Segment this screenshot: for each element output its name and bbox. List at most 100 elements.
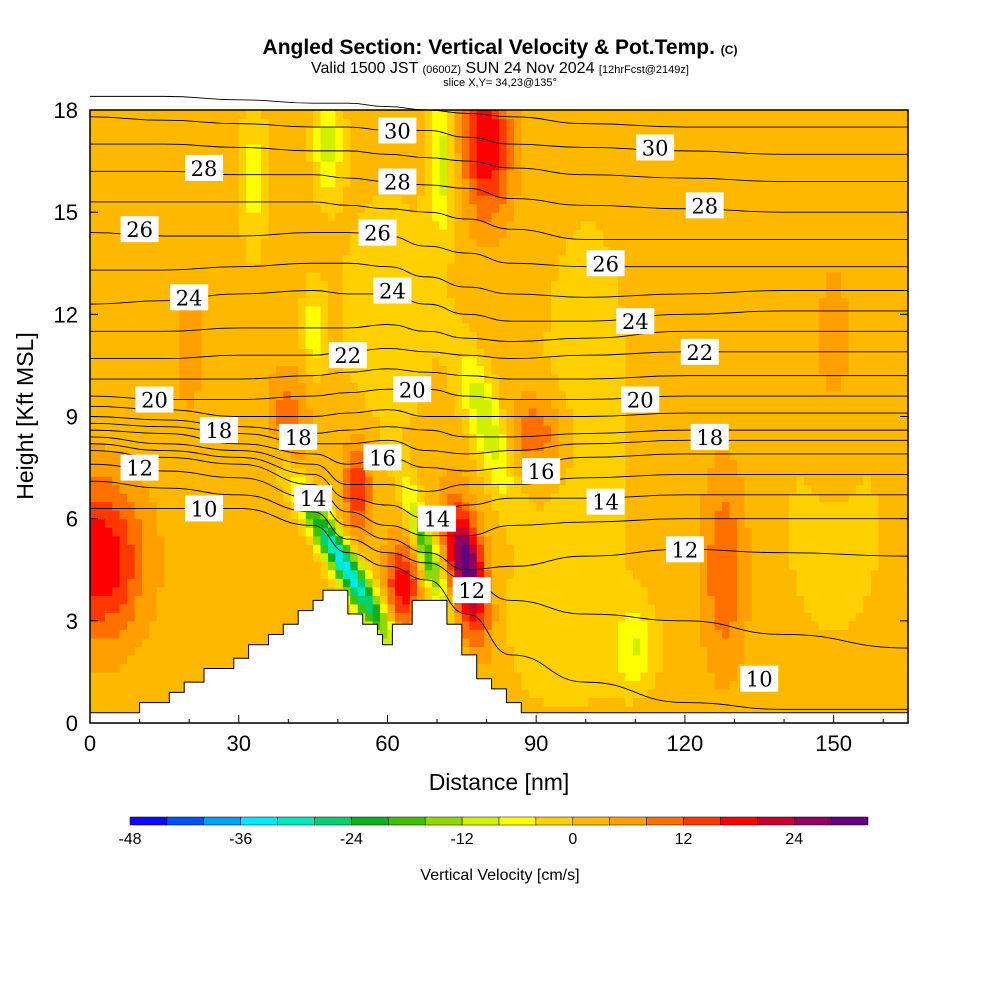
velocity-cell	[328, 578, 336, 588]
velocity-cell	[461, 391, 470, 401]
velocity-cell	[290, 169, 299, 179]
velocity-cell	[305, 110, 314, 120]
velocity-cell	[253, 169, 262, 179]
velocity-cell	[491, 203, 500, 213]
velocity-cell	[558, 578, 567, 588]
velocity-cell	[119, 671, 128, 681]
velocity-cell	[469, 527, 478, 537]
velocity-cell	[380, 586, 388, 596]
velocity-cell	[238, 442, 247, 452]
velocity-cell	[149, 442, 158, 452]
velocity-cell	[119, 510, 128, 520]
velocity-cell	[156, 552, 165, 562]
velocity-cell	[209, 339, 217, 349]
velocity-cell	[476, 467, 485, 477]
velocity-cell	[491, 288, 500, 298]
velocity-cell	[499, 382, 507, 392]
velocity-cell	[119, 203, 128, 213]
velocity-cell	[595, 365, 604, 375]
velocity-cell	[551, 135, 560, 145]
velocity-cell	[275, 127, 284, 137]
velocity-cell	[536, 450, 545, 460]
velocity-cell	[439, 527, 448, 537]
velocity-cell	[298, 450, 307, 460]
velocity-cell	[112, 688, 121, 698]
velocity-cell	[402, 144, 411, 154]
velocity-cell	[573, 237, 582, 247]
velocity-cell	[409, 518, 418, 528]
velocity-cell	[298, 271, 307, 281]
velocity-cell	[476, 552, 485, 562]
velocity-cell	[521, 314, 530, 324]
velocity-cell	[394, 510, 403, 520]
velocity-cell	[476, 654, 485, 664]
velocity-cell	[268, 297, 277, 307]
velocity-cell	[528, 408, 537, 418]
velocity-cell	[513, 178, 522, 188]
velocity-cell	[439, 399, 448, 409]
velocity-cell	[209, 178, 217, 188]
velocity-cell	[261, 620, 269, 630]
velocity-cell	[573, 629, 582, 639]
velocity-cell	[104, 578, 113, 588]
velocity-cell	[365, 433, 374, 443]
velocity-cell	[104, 314, 113, 324]
velocity-cell	[209, 356, 217, 366]
velocity-cell	[283, 322, 292, 332]
velocity-cell	[580, 476, 589, 486]
velocity-cell	[97, 654, 106, 664]
velocity-cell	[209, 399, 217, 409]
velocity-cell	[580, 169, 589, 179]
velocity-cell	[290, 220, 299, 230]
velocity-cell	[201, 391, 210, 401]
velocity-cell	[194, 578, 203, 588]
velocity-cell	[543, 186, 552, 196]
velocity-cell	[119, 144, 128, 154]
velocity-cell	[439, 561, 448, 571]
velocity-cell	[469, 229, 478, 239]
velocity-cell	[543, 339, 552, 349]
velocity-cell	[387, 416, 396, 426]
velocity-cell	[380, 382, 388, 392]
velocity-cell	[97, 254, 106, 264]
velocity-cell	[216, 484, 225, 494]
velocity-cell	[127, 535, 136, 545]
velocity-cell	[439, 416, 448, 426]
velocity-cell	[528, 544, 537, 554]
velocity-cell	[491, 586, 500, 596]
velocity-cell	[313, 382, 322, 392]
velocity-cell	[446, 161, 455, 171]
velocity-cell	[238, 569, 247, 579]
velocity-cell	[253, 612, 262, 622]
velocity-cell	[536, 493, 545, 503]
velocity-cell	[543, 382, 552, 392]
velocity-cell	[536, 169, 545, 179]
velocity-cell	[372, 612, 381, 622]
velocity-cell	[97, 646, 106, 656]
velocity-cell	[305, 467, 314, 477]
velocity-cell	[513, 629, 522, 639]
velocity-cell	[499, 595, 507, 605]
velocity-cell	[551, 373, 560, 383]
velocity-cell	[580, 373, 589, 383]
velocity-cell	[551, 254, 560, 264]
velocity-cell	[134, 518, 143, 528]
velocity-cell	[528, 322, 537, 332]
velocity-cell	[528, 382, 537, 392]
velocity-cell	[588, 544, 597, 554]
velocity-cell	[134, 348, 143, 358]
velocity-cell	[394, 433, 403, 443]
velocity-cell	[216, 391, 225, 401]
velocity-cell	[543, 314, 552, 324]
velocity-cell	[134, 425, 143, 435]
velocity-cell	[565, 254, 574, 264]
velocity-cell	[149, 408, 158, 418]
velocity-cell	[298, 280, 307, 290]
velocity-cell	[446, 399, 455, 409]
velocity-cell	[513, 697, 522, 707]
velocity-cell	[372, 212, 381, 222]
velocity-cell	[588, 186, 597, 196]
velocity-cell	[261, 297, 269, 307]
velocity-cell	[506, 595, 515, 605]
velocity-cell	[134, 331, 143, 341]
